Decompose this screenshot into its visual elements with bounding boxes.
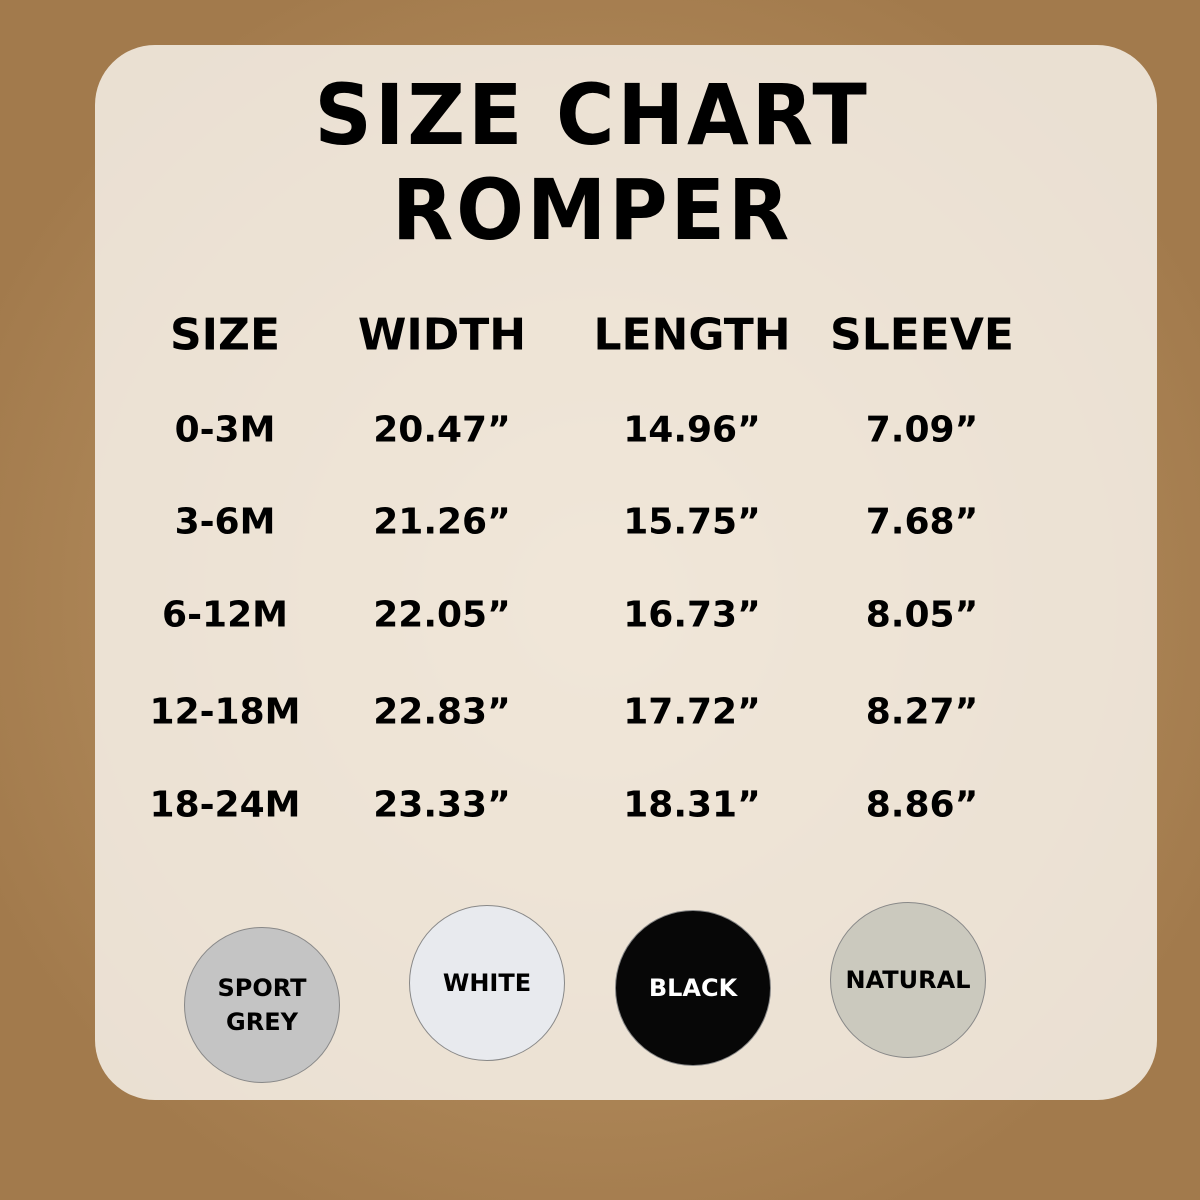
subtitle: ROMPER bbox=[391, 161, 793, 259]
table-cell: 22.83” bbox=[373, 691, 511, 733]
table-cell: 14.96” bbox=[623, 409, 761, 451]
table-cell: 15.75” bbox=[623, 501, 761, 543]
column-header: SIZE bbox=[169, 309, 281, 361]
table-cell: 21.26” bbox=[373, 501, 511, 543]
title: SIZE CHART bbox=[314, 66, 870, 164]
swatch-label: GREY bbox=[226, 1008, 298, 1036]
table-cell: 20.47” bbox=[373, 409, 511, 451]
table-cell: 8.27” bbox=[865, 691, 979, 733]
table-cell: 7.68” bbox=[865, 501, 979, 543]
swatch-label: NATURAL bbox=[845, 966, 971, 994]
column-header: SLEEVE bbox=[830, 309, 1014, 361]
table-cell: 22.05” bbox=[373, 594, 511, 636]
table-cell: 18.31” bbox=[623, 784, 761, 826]
table-cell: 16.73” bbox=[623, 594, 761, 636]
table-cell: 8.05” bbox=[865, 594, 979, 636]
table-cell: 17.72” bbox=[623, 691, 761, 733]
table-cell: 7.09” bbox=[865, 409, 979, 451]
color-swatch: SPORT GREY bbox=[184, 927, 340, 1083]
table-cell: 18-24M bbox=[149, 784, 301, 826]
table-cell: 23.33” bbox=[373, 784, 511, 826]
table-cell: 8.86” bbox=[865, 784, 979, 826]
color-swatch: BLACK bbox=[615, 910, 771, 1066]
column-header: LENGTH bbox=[593, 309, 791, 361]
color-swatch: WHITE bbox=[409, 905, 565, 1061]
table-cell: 12-18M bbox=[149, 691, 301, 733]
color-swatch: NATURAL bbox=[830, 902, 986, 1058]
swatch-label: WHITE bbox=[442, 969, 532, 997]
table-cell: 3-6M bbox=[174, 501, 276, 543]
table-cell: 0-3M bbox=[174, 409, 276, 451]
swatch-label: SPORT bbox=[217, 974, 307, 1002]
column-header: WIDTH bbox=[357, 309, 527, 361]
swatch-label: BLACK bbox=[648, 974, 738, 1002]
table-cell: 6-12M bbox=[162, 594, 288, 636]
panel bbox=[95, 45, 1157, 1100]
